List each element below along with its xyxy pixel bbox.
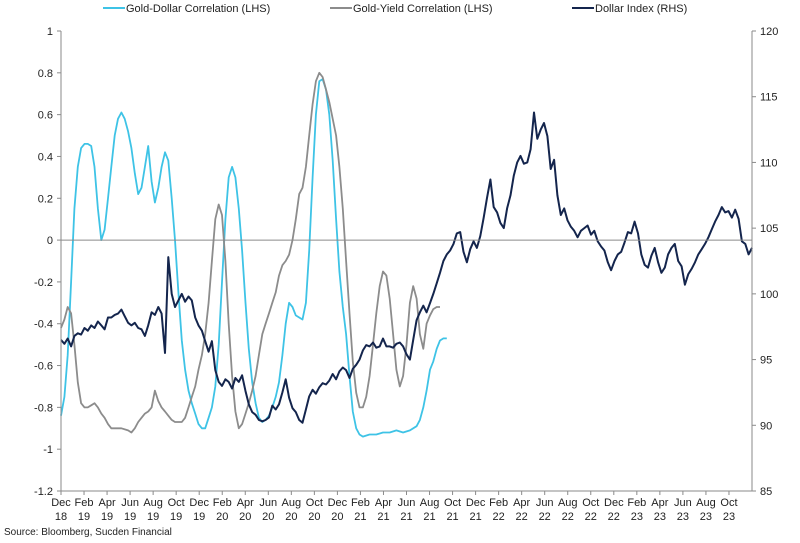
x-tick-label-year: 20 <box>216 511 228 523</box>
y-right-tick-label: 95 <box>760 355 772 367</box>
y-right-tick-label: 120 <box>760 26 778 38</box>
source-note: Source: Bloomberg, Sucden Financial <box>4 527 172 538</box>
x-tick-label-year: 22 <box>585 511 597 523</box>
series-line-2 <box>60 71 440 434</box>
y-left-tick-label: -1 <box>43 444 53 456</box>
x-tick-label-month: Aug <box>282 497 302 509</box>
x-tick-label-year: 21 <box>469 511 481 523</box>
x-tick-label-month: Jun <box>121 497 139 509</box>
x-tick-label-month: Oct <box>306 497 323 509</box>
x-tick-label-year: 21 <box>377 511 389 523</box>
x-tick-label-month: Aug <box>696 497 716 509</box>
x-tick-label-month: Apr <box>375 497 392 509</box>
y-left-tick-label: -0.2 <box>34 277 53 289</box>
x-tick-label-year: 23 <box>631 511 643 523</box>
x-tick-label-month: Feb <box>75 497 94 509</box>
x-tick-label-year: 23 <box>677 511 689 523</box>
x-tick-label-year: 19 <box>147 511 159 523</box>
x-tick-label-month: Aug <box>420 497 440 509</box>
x-tick-label-year: 19 <box>101 511 113 523</box>
y-left-tick-label: 0.8 <box>38 68 53 80</box>
y-left-tick-label: 1 <box>47 26 53 38</box>
x-tick-label-month: Oct <box>444 497 461 509</box>
x-tick-label-year: 22 <box>516 511 528 523</box>
x-tick-label-year: 22 <box>608 511 620 523</box>
x-tick-label-year: 22 <box>539 511 551 523</box>
x-tick-label-year: 21 <box>423 511 435 523</box>
y-left-tick-label: -0.6 <box>34 361 53 373</box>
x-tick-label-year: 20 <box>331 511 343 523</box>
x-tick-label-month: Jun <box>674 497 692 509</box>
x-tick-label-month: Jun <box>398 497 416 509</box>
x-tick-label-year: 23 <box>700 511 712 523</box>
x-tick-label-month: Jun <box>259 497 277 509</box>
x-tick-label-year: 21 <box>446 511 458 523</box>
x-tick-label-month: Feb <box>351 497 370 509</box>
x-tick-label-month: Jun <box>536 497 554 509</box>
y-left-tick-label: 0.6 <box>38 110 53 122</box>
y-right-tick-label: 115 <box>760 92 778 104</box>
x-tick-label-year: 18 <box>55 511 67 523</box>
x-tick-label-month: Dec <box>51 497 71 509</box>
y-left-tick-label: 0 <box>47 235 53 247</box>
series-line-3 <box>60 111 753 424</box>
plot-lines <box>60 71 753 438</box>
y-left-tick-label: 0.4 <box>38 151 53 163</box>
x-tick-label-year: 20 <box>308 511 320 523</box>
x-tick-label-year: 21 <box>354 511 366 523</box>
y-right-tick-label: 85 <box>760 486 772 498</box>
y-right-tick-label: 90 <box>760 420 772 432</box>
x-tick-label-month: Feb <box>627 497 646 509</box>
x-tick-label-year: 23 <box>723 511 735 523</box>
x-tick-label-year: 21 <box>400 511 412 523</box>
x-tick-label-year: 19 <box>78 511 90 523</box>
x-tick-label-month: Apr <box>237 497 254 509</box>
x-tick-label-year: 20 <box>285 511 297 523</box>
x-tick-label-year: 23 <box>654 511 666 523</box>
x-tick-label-month: Oct <box>720 497 737 509</box>
x-tick-label-month: Dec <box>466 497 486 509</box>
x-tick-label-month: Oct <box>582 497 599 509</box>
legend-label-1: Gold-Dollar Correlation (LHS) <box>126 3 270 15</box>
x-tick-label-month: Dec <box>604 497 624 509</box>
y-left-tick-label: -0.8 <box>34 402 53 414</box>
y-left-tick-label: 0.2 <box>38 193 53 205</box>
legend-label-3: Dollar Index (RHS) <box>595 3 687 15</box>
y-left-tick-label: -0.4 <box>34 319 53 331</box>
y-left-tick-label: -1.2 <box>34 486 53 498</box>
y-right-tick-label: 100 <box>760 289 778 301</box>
x-tick-label-year: 19 <box>124 511 136 523</box>
axes: 1 0.8 0.6 0.4 0.2 0 -0.2 -0.4 -0.6 -0.8 -1 -1.2 120 1… <box>34 26 778 523</box>
x-tick-label-month: Feb <box>213 497 232 509</box>
x-tick-label-month: Apr <box>651 497 668 509</box>
x-tick-label-month: Dec <box>189 497 209 509</box>
x-tick-label-month: Aug <box>143 497 163 509</box>
y-right-tick-label: 110 <box>760 157 778 169</box>
y-right-tick-label: 105 <box>760 223 778 235</box>
legend-label-2: Gold-Yield Correlation (LHS) <box>353 3 493 15</box>
x-tick-label-year: 19 <box>170 511 182 523</box>
x-tick-label-month: Dec <box>328 497 348 509</box>
x-tick-label-year: 20 <box>262 511 274 523</box>
series-line-1 <box>60 78 447 438</box>
x-tick-label-year: 22 <box>562 511 574 523</box>
x-tick-label-year: 19 <box>193 511 205 523</box>
x-tick-label-month: Oct <box>168 497 185 509</box>
legend: Gold-Dollar Correlation (LHS) Gold-Yield … <box>103 3 687 15</box>
x-tick-label-month: Apr <box>99 497 116 509</box>
x-tick-label-year: 22 <box>493 511 505 523</box>
x-tick-label-month: Aug <box>558 497 578 509</box>
x-tick-label-month: Feb <box>489 497 508 509</box>
x-tick-label-month: Apr <box>513 497 530 509</box>
x-tick-label-year: 20 <box>239 511 251 523</box>
